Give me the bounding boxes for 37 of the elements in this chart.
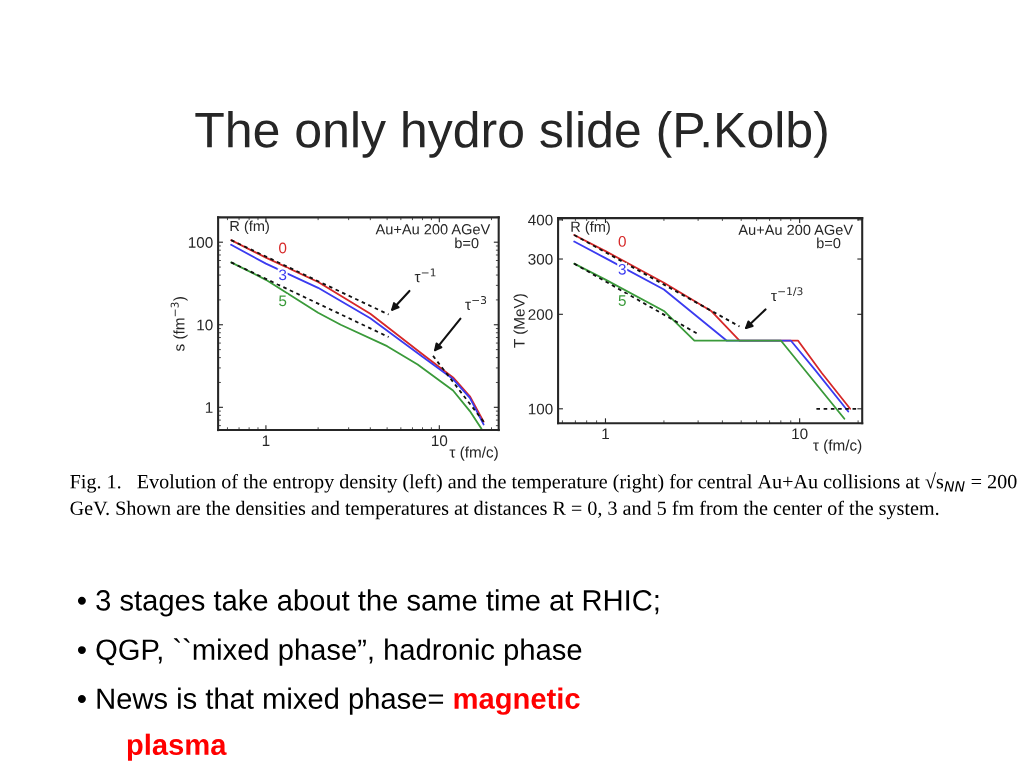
x-tick-label: 1 — [602, 428, 609, 440]
text: • 3 stages take about the same time at RHIC; — [77, 589, 659, 617]
y-tick-label: 100 — [528, 403, 553, 415]
y-tick-label: 400 — [528, 214, 553, 226]
text: The only hydro slide (P.Kolb) — [195, 111, 827, 158]
text: plasma — [127, 733, 227, 761]
series-label: 5 — [279, 295, 287, 307]
annotation: Au+Au 200 AGeV — [375, 224, 491, 235]
annotation: τ$^{−1}$ — [414, 268, 436, 283]
annotation: b=0 — [455, 237, 479, 249]
y-axis-title: s (fm$^{−3}$) — [170, 297, 188, 352]
x-axis-title: τ (fm/c) — [449, 446, 498, 461]
x-tick-label: 10 — [431, 435, 448, 447]
x-tick-label: 10 — [792, 428, 808, 440]
annotation: b=0 — [817, 237, 841, 249]
legend-title: R (fm) — [571, 221, 610, 235]
text: • News is that mixed phase= — [77, 687, 444, 715]
annotation: τ$^{−3}$ — [465, 296, 487, 310]
x-axis-title: τ (fm/c) — [813, 439, 862, 454]
y-tick-label: 300 — [528, 253, 553, 265]
text: magnetic — [454, 687, 580, 715]
series-label: 3 — [279, 269, 287, 281]
series-label: 0 — [618, 236, 626, 247]
y-tick-label: 1 — [205, 402, 213, 413]
text: Fig. 1. Evolution of the entropy density (left) and the temperature (right) for central Au+Au collisions at √s$_{NN}$ = 200 GeV. Shown are the densities and temperatures at distances R = 0, 3 and 5 fm from the center of the system. — [70, 472, 1017, 520]
series-label: 0 — [279, 242, 287, 254]
annotation: τ$^{−1/3}$ — [771, 287, 803, 302]
y-tick-label: 100 — [188, 237, 213, 248]
series-label: 3 — [618, 263, 626, 275]
text: • QGP, ``mixed phase”, hadronic phase — [77, 638, 582, 666]
y-axis-title: T (MeV) — [513, 294, 528, 348]
legend-title: R (fm) — [230, 220, 269, 235]
series-label: 5 — [618, 295, 626, 306]
annotation: Au+Au 200 AGeV — [738, 224, 854, 235]
x-tick-label: 1 — [262, 435, 270, 447]
y-tick-label: 200 — [528, 309, 553, 320]
y-tick-label: 10 — [197, 319, 213, 331]
